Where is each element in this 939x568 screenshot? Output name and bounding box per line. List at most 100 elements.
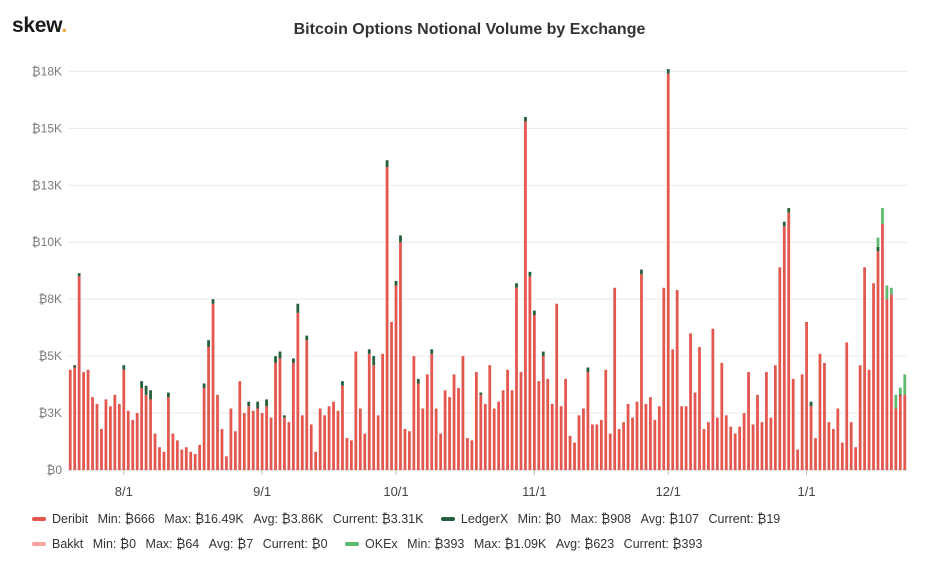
bar-okex[interactable] [890,287,893,295]
bar-deribit[interactable] [595,424,599,470]
bar-ledgerx[interactable] [211,299,215,304]
bar-deribit[interactable] [336,410,340,470]
bar-deribit[interactable] [881,224,884,470]
bar-deribit[interactable] [488,365,492,470]
bar-ledgerx[interactable] [207,340,210,347]
bar-deribit[interactable] [519,372,523,470]
bar-deribit[interactable] [541,356,545,470]
bar-deribit[interactable] [211,303,215,470]
bar-ledgerx[interactable] [77,273,81,277]
bar-deribit[interactable] [858,365,862,470]
bar-deribit[interactable] [662,287,666,470]
bar-ledgerx[interactable] [532,310,536,316]
bar-deribit[interactable] [225,456,228,470]
bar-deribit[interactable] [599,419,603,470]
bar-deribit[interactable] [216,394,219,470]
bar-deribit[interactable] [854,447,858,470]
bar-deribit[interactable] [113,394,117,470]
bar-deribit[interactable] [470,440,474,470]
bar-deribit[interactable] [827,422,831,470]
bar-ledgerx[interactable] [898,394,902,396]
bar-deribit[interactable] [698,347,701,470]
bar-deribit[interactable] [711,328,715,470]
bar-ledgerx[interactable] [809,401,813,407]
bar-ledgerx[interactable] [291,358,295,363]
bar-deribit[interactable] [68,369,72,470]
bar-deribit[interactable] [443,390,447,470]
bar-deribit[interactable] [260,413,264,470]
bar-deribit[interactable] [823,362,826,470]
bar-okex[interactable] [876,237,880,247]
bar-ledgerx[interactable] [296,303,300,313]
bar-deribit[interactable] [805,321,808,470]
bar-ledgerx[interactable] [515,283,518,288]
bar-deribit[interactable] [149,399,152,470]
bar-deribit[interactable] [756,394,759,470]
bar-deribit[interactable] [890,294,893,470]
bar-deribit[interactable] [327,406,331,470]
bar-ledgerx[interactable] [782,221,786,227]
bar-deribit[interactable] [715,417,719,470]
bar-deribit[interactable] [800,374,804,470]
bar-ledgerx[interactable] [586,367,590,373]
bar-deribit[interactable] [434,408,438,471]
bar-okex[interactable] [898,387,902,395]
bar-deribit[interactable] [729,426,733,470]
bar-deribit[interactable] [372,365,376,470]
bar-deribit[interactable] [229,408,233,471]
bar-deribit[interactable] [845,342,849,470]
bar-deribit[interactable] [394,285,398,471]
bar-deribit[interactable] [238,381,242,470]
bar-deribit[interactable] [898,394,902,470]
bar-deribit[interactable] [207,347,210,470]
bar-deribit[interactable] [631,417,634,470]
bar-deribit[interactable] [550,403,554,470]
bar-deribit[interactable] [528,276,532,470]
bar-ledgerx[interactable] [122,365,126,370]
bar-ledgerx[interactable] [640,269,643,275]
bar-deribit[interactable] [171,433,175,470]
bar-deribit[interactable] [86,369,90,470]
bar-deribit[interactable] [309,424,313,470]
bar-deribit[interactable] [358,408,362,471]
bar-deribit[interactable] [796,449,800,471]
bar-deribit[interactable] [332,401,335,470]
bar-deribit[interactable] [77,276,81,470]
bar-deribit[interactable] [849,422,853,470]
bar-ledgerx[interactable] [430,349,434,354]
bar-ledgerx[interactable] [876,246,880,252]
bar-deribit[interactable] [305,340,309,470]
bar-deribit[interactable] [635,401,639,470]
bar-deribit[interactable] [135,413,139,470]
bar-deribit[interactable] [153,433,157,470]
bar-deribit[interactable] [421,408,425,471]
bar-deribit[interactable] [283,417,286,470]
bar-deribit[interactable] [492,408,496,471]
bar-ledgerx[interactable] [341,381,344,386]
bar-deribit[interactable] [381,353,385,470]
bar-deribit[interactable] [296,312,300,470]
bar-ledgerx[interactable] [385,160,389,168]
bar-ledgerx[interactable] [528,271,532,277]
bar-ledgerx[interactable] [140,381,144,388]
bar-ledgerx[interactable] [666,69,670,74]
bar-deribit[interactable] [189,451,193,470]
bar-deribit[interactable] [818,353,822,470]
bar-deribit[interactable] [416,383,420,470]
bar-ledgerx[interactable] [167,392,170,398]
bar-ledgerx[interactable] [278,351,282,359]
bar-ledgerx[interactable] [524,116,527,122]
bar-deribit[interactable] [742,413,746,470]
bar-deribit[interactable] [82,372,86,470]
bar-deribit[interactable] [814,438,817,470]
bar-okex[interactable] [881,208,884,224]
bar-deribit[interactable] [577,415,581,470]
bar-deribit[interactable] [403,429,407,470]
bar-deribit[interactable] [233,431,237,470]
bar-ledgerx[interactable] [247,401,251,407]
bar-deribit[interactable] [510,390,514,470]
bar-ledgerx[interactable] [265,399,268,407]
bar-deribit[interactable] [439,433,443,470]
bar-deribit[interactable] [787,212,791,471]
bar-deribit[interactable] [247,406,251,470]
